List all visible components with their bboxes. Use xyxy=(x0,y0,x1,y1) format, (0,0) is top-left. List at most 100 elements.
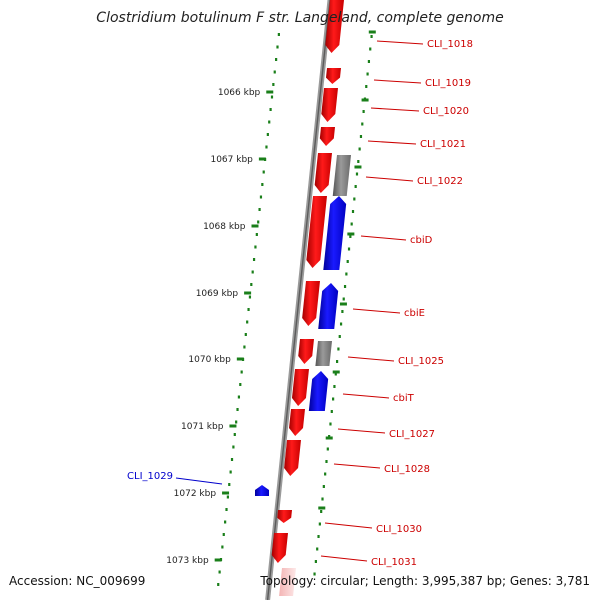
outer-tick xyxy=(347,232,355,236)
scale-dot xyxy=(261,183,264,186)
reverse-gene-arrow xyxy=(323,196,347,270)
scale-dot xyxy=(325,460,328,463)
scale-dot xyxy=(334,372,337,376)
scale-dot xyxy=(326,447,329,451)
scale-dot xyxy=(330,410,333,413)
scale-dot xyxy=(235,420,238,424)
kbp-label: 1069 kbp xyxy=(196,289,239,299)
gene-label: CLI_1025 xyxy=(398,356,444,367)
scale-dot xyxy=(254,245,257,249)
scale-dot xyxy=(321,497,324,501)
scale-dot xyxy=(357,160,360,163)
scale-dot xyxy=(217,583,220,586)
forward-gene-arrow xyxy=(271,533,288,563)
scale-dot xyxy=(314,560,317,563)
outer-tick xyxy=(339,302,347,306)
label-leader xyxy=(365,176,414,182)
kbp-tick xyxy=(222,491,230,495)
scale-dot xyxy=(275,58,278,61)
scale-dot xyxy=(354,185,357,188)
forward-gene-arrow xyxy=(321,88,338,122)
scale-dot xyxy=(341,310,344,313)
outer-tick xyxy=(318,506,326,510)
gene-label: CLI_1029 xyxy=(127,471,173,482)
gene-label: CLI_1030 xyxy=(376,524,422,535)
accession-text: Accession: NC_009699 xyxy=(9,574,146,588)
scale-dot xyxy=(236,408,239,411)
scale-dot xyxy=(365,85,368,88)
scale-dot xyxy=(277,33,280,36)
gene-label: cbiD xyxy=(410,235,433,246)
other-feature-box xyxy=(332,155,351,196)
forward-gene-arrow xyxy=(289,409,305,436)
scale-dot xyxy=(343,285,347,288)
scale-dot xyxy=(262,170,265,174)
scale-dot xyxy=(247,308,250,311)
gene-label: cbiT xyxy=(393,393,415,404)
scale-dot xyxy=(367,60,371,63)
scale-dot xyxy=(362,110,365,113)
gene-label: CLI_1021 xyxy=(420,139,466,150)
label-leader xyxy=(333,463,381,469)
scale-dot xyxy=(252,258,256,261)
gene-label: CLI_1022 xyxy=(417,176,463,187)
label-leader xyxy=(342,393,390,399)
scale-dot xyxy=(346,260,349,263)
scale-dot xyxy=(355,172,359,176)
scale-dot xyxy=(369,47,372,51)
scale-dot xyxy=(248,295,252,299)
scale-dot xyxy=(251,270,254,274)
scale-dot xyxy=(222,533,225,536)
forward-gene-arrow xyxy=(284,440,301,476)
scale-dot xyxy=(233,433,236,436)
kbp-tick xyxy=(244,291,252,295)
gene-features[interactable] xyxy=(255,0,351,596)
outer-tick xyxy=(354,165,362,169)
label-leader xyxy=(360,235,407,241)
scale-dot-tracks xyxy=(217,33,373,586)
scale-dot xyxy=(265,145,268,149)
scale-dot xyxy=(316,547,319,551)
scale-dot xyxy=(366,72,369,76)
forward-gene-arrow xyxy=(306,196,327,268)
scale-dot xyxy=(351,210,355,213)
kbp-label: 1067 kbp xyxy=(210,155,253,165)
scale-dot xyxy=(347,247,351,251)
scale-dot xyxy=(350,222,353,226)
scale-dot xyxy=(359,135,363,138)
scale-dot xyxy=(239,383,242,386)
topology-summary: Topology: circular; Length: 3,995,387 bp… xyxy=(260,574,590,588)
scale-dot xyxy=(349,235,352,238)
scale-dot xyxy=(237,395,241,399)
forward-gene-arrow xyxy=(302,281,320,326)
scale-ticks xyxy=(214,30,376,562)
scale-dot xyxy=(318,522,321,526)
forward-gene-arrow xyxy=(319,127,335,146)
kbp-label: 1066 kbp xyxy=(218,88,261,98)
scale-dot xyxy=(332,397,335,401)
scale-dot xyxy=(259,195,263,199)
scale-dot xyxy=(335,360,339,363)
gene-label: CLI_1020 xyxy=(423,106,469,117)
scale-dot xyxy=(246,320,249,324)
scale-dot xyxy=(358,147,361,151)
scale-dot xyxy=(244,333,247,336)
scale-dot xyxy=(255,233,258,236)
scale-dot xyxy=(324,472,327,476)
label-leader xyxy=(370,107,420,112)
labels-layer: 1066 kbp 1067 kbp 1068 kbp 1069 kbp 1070 kbp… xyxy=(127,39,473,568)
kbp-tick xyxy=(258,157,266,161)
scale-dot xyxy=(225,508,228,511)
gene-label: CLI_1031 xyxy=(371,557,417,568)
kbp-label: 1073 kbp xyxy=(166,556,209,566)
forward-gene-arrow xyxy=(314,153,332,193)
forward-gene-arrow xyxy=(291,369,309,406)
label-leader xyxy=(367,140,417,145)
reverse-gene-arrow xyxy=(308,371,329,411)
scale-dot xyxy=(218,570,221,574)
gene-label: CLI_1018 xyxy=(427,39,473,50)
kbp-tick xyxy=(229,424,237,428)
forward-gene-arrow xyxy=(325,0,344,53)
gene-label: cbiE xyxy=(404,308,425,319)
scale-dot xyxy=(322,485,325,488)
